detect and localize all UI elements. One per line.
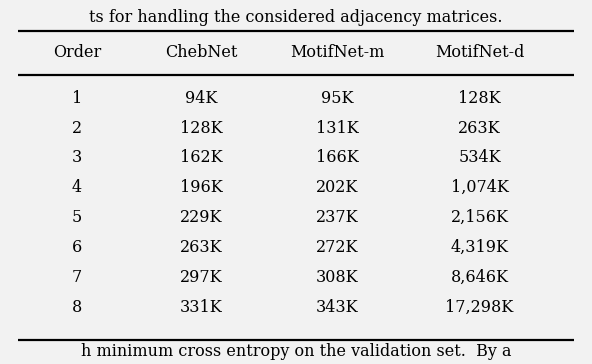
Text: 297K: 297K xyxy=(180,269,223,286)
Text: 263K: 263K xyxy=(458,120,501,136)
Text: 263K: 263K xyxy=(180,239,223,256)
Text: 128K: 128K xyxy=(180,120,223,136)
Text: 343K: 343K xyxy=(316,299,359,316)
Text: 1: 1 xyxy=(72,90,82,107)
Text: MotifNet-m: MotifNet-m xyxy=(290,44,385,61)
Text: 166K: 166K xyxy=(316,150,359,166)
Text: 2,156K: 2,156K xyxy=(451,209,509,226)
Text: 128K: 128K xyxy=(458,90,501,107)
Text: 3: 3 xyxy=(72,150,82,166)
Text: 331K: 331K xyxy=(180,299,223,316)
Text: 237K: 237K xyxy=(316,209,359,226)
Text: h minimum cross entropy on the validation set.  By a: h minimum cross entropy on the validatio… xyxy=(81,343,511,360)
Text: 202K: 202K xyxy=(316,179,359,196)
Text: 308K: 308K xyxy=(316,269,359,286)
Text: 534K: 534K xyxy=(458,150,501,166)
Text: 162K: 162K xyxy=(180,150,223,166)
Text: 4: 4 xyxy=(72,179,82,196)
Text: 229K: 229K xyxy=(180,209,223,226)
Text: 196K: 196K xyxy=(180,179,223,196)
Text: 95K: 95K xyxy=(321,90,353,107)
Text: 17,298K: 17,298K xyxy=(445,299,514,316)
Text: 272K: 272K xyxy=(316,239,359,256)
Text: 94K: 94K xyxy=(185,90,217,107)
Text: 131K: 131K xyxy=(316,120,359,136)
Text: 8,646K: 8,646K xyxy=(451,269,509,286)
Text: 8: 8 xyxy=(72,299,82,316)
Text: ChebNet: ChebNet xyxy=(165,44,237,61)
Text: MotifNet-d: MotifNet-d xyxy=(435,44,524,61)
Text: ts for handling the considered adjacency matrices.: ts for handling the considered adjacency… xyxy=(89,9,503,26)
Text: 2: 2 xyxy=(72,120,82,136)
Text: 7: 7 xyxy=(72,269,82,286)
Text: Order: Order xyxy=(53,44,101,61)
Text: 6: 6 xyxy=(72,239,82,256)
Text: 1,074K: 1,074K xyxy=(451,179,509,196)
Text: 5: 5 xyxy=(72,209,82,226)
Text: 4,319K: 4,319K xyxy=(451,239,509,256)
